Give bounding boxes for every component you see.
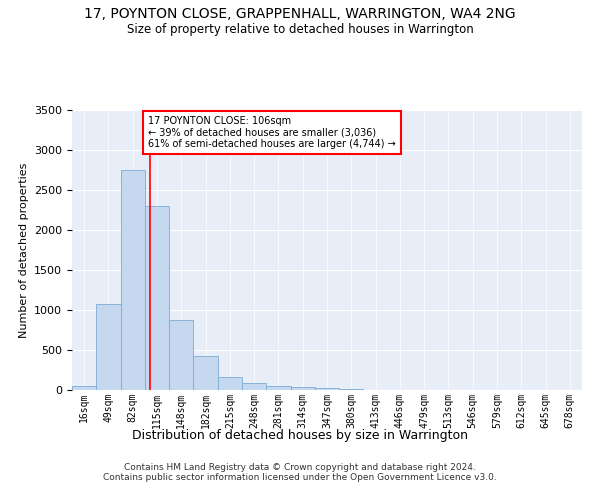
Bar xyxy=(96,304,121,390)
Bar xyxy=(290,387,315,390)
Bar xyxy=(315,388,339,390)
Text: Size of property relative to detached houses in Warrington: Size of property relative to detached ho… xyxy=(127,22,473,36)
Bar xyxy=(266,386,290,390)
Text: Contains HM Land Registry data © Crown copyright and database right 2024.: Contains HM Land Registry data © Crown c… xyxy=(124,464,476,472)
Bar xyxy=(339,389,364,390)
Text: Distribution of detached houses by size in Warrington: Distribution of detached houses by size … xyxy=(132,428,468,442)
Text: Contains public sector information licensed under the Open Government Licence v3: Contains public sector information licen… xyxy=(103,474,497,482)
Bar xyxy=(218,377,242,390)
Y-axis label: Number of detached properties: Number of detached properties xyxy=(19,162,29,338)
Bar xyxy=(145,206,169,390)
Bar xyxy=(169,320,193,390)
Bar xyxy=(72,386,96,390)
Bar xyxy=(121,170,145,390)
Bar xyxy=(242,383,266,390)
Bar xyxy=(193,356,218,390)
Text: 17, POYNTON CLOSE, GRAPPENHALL, WARRINGTON, WA4 2NG: 17, POYNTON CLOSE, GRAPPENHALL, WARRINGT… xyxy=(84,8,516,22)
Text: 17 POYNTON CLOSE: 106sqm
← 39% of detached houses are smaller (3,036)
61% of sem: 17 POYNTON CLOSE: 106sqm ← 39% of detach… xyxy=(148,116,396,149)
